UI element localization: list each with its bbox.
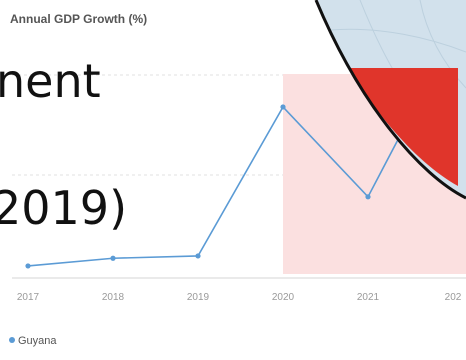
chart-title: Annual GDP Growth (%) — [10, 12, 147, 26]
x-tick-label: 2018 — [102, 292, 125, 303]
globe-rim — [314, 0, 466, 200]
legend-label: Guyana — [18, 335, 57, 347]
data-point[interactable] — [25, 263, 31, 269]
data-point[interactable] — [365, 194, 371, 200]
series-line-guyana — [27, 34, 454, 267]
slide-text-fragment: nent — [0, 54, 101, 108]
slide-text-fragment: 2019) — [0, 181, 128, 235]
data-point[interactable] — [280, 104, 286, 110]
x-tick-label: 2017 — [17, 292, 40, 303]
x-tick-label: 2020 — [272, 292, 295, 303]
series-layer — [25, 32, 456, 269]
x-tick-label: 202 — [445, 292, 462, 303]
x-tick-label: 2021 — [357, 292, 380, 303]
x-tick-labels: 2017 2018 2019 2020 2021 202 — [17, 292, 462, 303]
flag-red — [348, 68, 458, 186]
globe-grid-line — [329, 28, 466, 53]
data-point[interactable] — [110, 255, 116, 261]
x-tick-label: 2019 — [187, 292, 210, 303]
data-point[interactable] — [195, 253, 201, 259]
globe-grid-line — [419, 0, 466, 89]
legend-marker — [9, 337, 15, 343]
globe-image — [314, 0, 466, 200]
